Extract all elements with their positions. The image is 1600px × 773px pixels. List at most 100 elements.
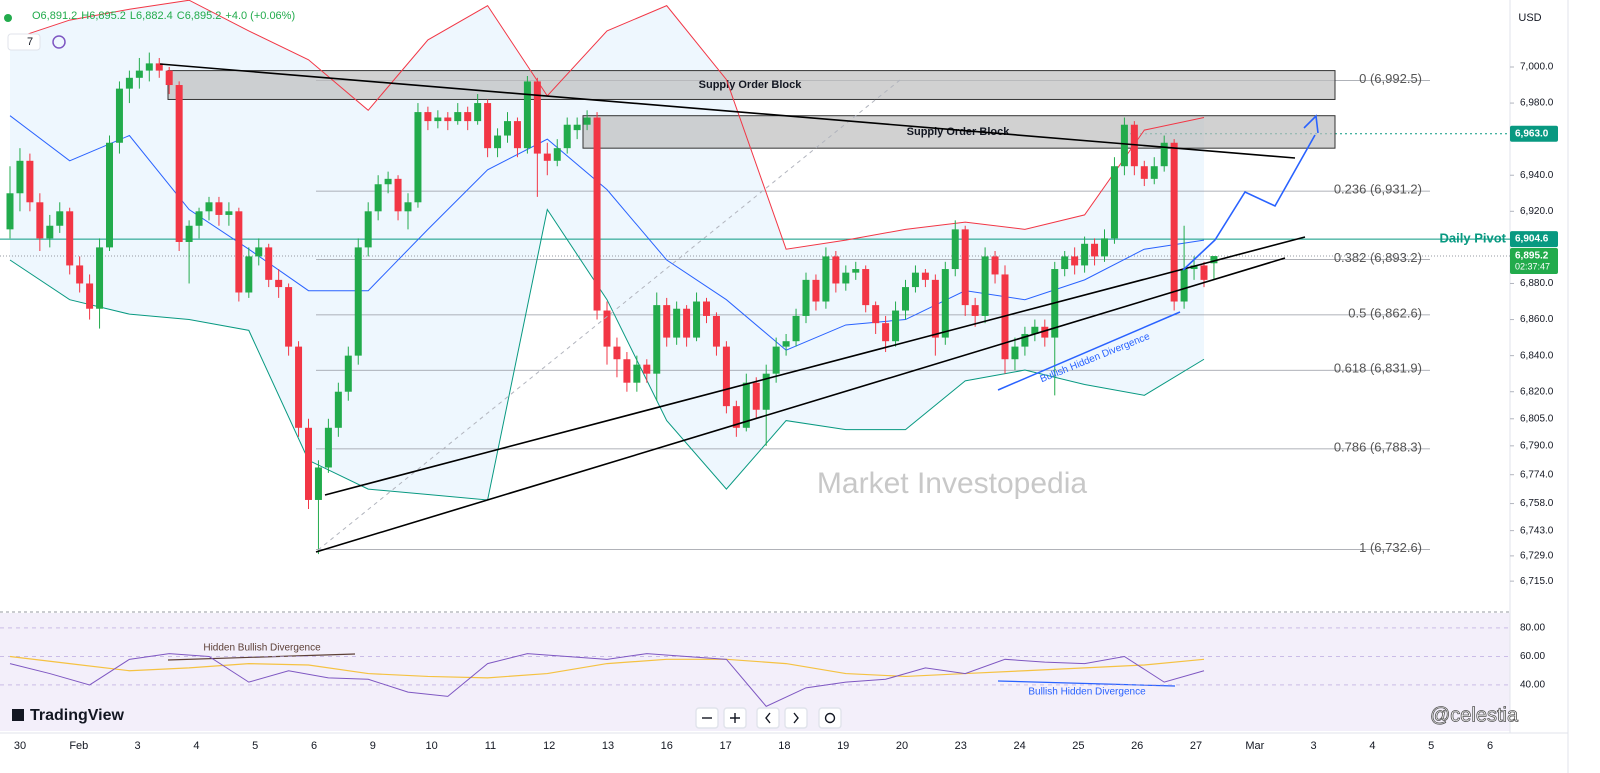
trend-line xyxy=(159,63,1296,159)
candle-body xyxy=(245,256,253,293)
candle-body xyxy=(633,364,641,383)
candle-body xyxy=(902,287,909,311)
scroll-right[interactable] xyxy=(784,707,808,729)
candle-body xyxy=(991,256,999,275)
divergence-line xyxy=(997,311,1181,391)
candle-body xyxy=(26,160,34,203)
rsi-tick-label: 60.00 xyxy=(1520,651,1545,662)
fib-label: 0.236 (6,931.2) xyxy=(1334,182,1422,197)
price-tag-label: 6,895.2 xyxy=(1515,251,1549,262)
supply-label: Supply Order Block xyxy=(699,79,803,91)
ohlc: L6,882.4 xyxy=(129,10,173,22)
projection-path xyxy=(1182,134,1316,271)
x-tick-label: 4 xyxy=(193,740,199,752)
price-tag-label: 6,963.0 xyxy=(1515,128,1549,139)
band-fill xyxy=(10,0,1204,500)
x-tick-label: 23 xyxy=(955,740,967,752)
candle-body xyxy=(1180,269,1188,302)
candle-body xyxy=(364,211,372,248)
x-tick-label: 19 xyxy=(837,740,849,752)
y-tick-label: 6,805.0 xyxy=(1520,413,1554,424)
fib-label: 0 (6,992.5) xyxy=(1359,71,1422,86)
candle-body xyxy=(643,364,651,374)
candle-body xyxy=(1011,346,1019,360)
candle-body xyxy=(314,467,322,500)
watermark: Market Investopedia xyxy=(817,467,1087,500)
currency[interactable]: USD xyxy=(1518,12,1541,24)
y-tick-label: 6,729.0 xyxy=(1520,551,1554,562)
candle-body xyxy=(464,112,472,122)
overlay-line xyxy=(9,0,1205,250)
x-tick-label: 26 xyxy=(1131,740,1143,752)
candle-body xyxy=(1081,243,1089,266)
candle-body xyxy=(494,135,502,149)
candle-body xyxy=(235,211,243,293)
candle-body xyxy=(66,211,74,266)
indicator-icon[interactable] xyxy=(52,35,66,49)
candle-body xyxy=(414,112,422,203)
y-tick-label: 6,774.0 xyxy=(1520,469,1554,480)
x-tick-label: 11 xyxy=(485,740,496,752)
candle-body xyxy=(86,283,94,309)
status-dot xyxy=(4,14,12,22)
candle-body xyxy=(56,211,64,226)
supply-block xyxy=(167,70,1336,100)
projection-arrow xyxy=(1303,114,1319,134)
candle-body xyxy=(106,142,113,248)
candle-body xyxy=(185,225,193,242)
y-tick-label: 6,820.0 xyxy=(1520,386,1554,397)
candle-body xyxy=(504,121,511,136)
candle-body xyxy=(225,211,233,215)
candle-body xyxy=(46,225,54,239)
x-tick-label: 24 xyxy=(1013,740,1025,752)
y-tick-label: 6,743.0 xyxy=(1520,525,1554,536)
candle-body xyxy=(165,70,173,86)
candle-body xyxy=(484,103,492,149)
y-tick-label: 6,940.0 xyxy=(1520,170,1554,181)
candle-body xyxy=(553,148,561,161)
candle-body xyxy=(752,382,760,410)
candle-body xyxy=(712,315,720,347)
candle-body xyxy=(892,310,900,342)
candle-body xyxy=(613,346,621,360)
candle-body xyxy=(1190,265,1198,270)
candle-body xyxy=(145,63,153,71)
trend-line xyxy=(315,257,1286,553)
candle-body xyxy=(951,229,959,270)
candle-body xyxy=(782,341,790,347)
candle-body xyxy=(1061,256,1069,270)
supply-block xyxy=(582,115,1336,149)
candle-body xyxy=(115,88,123,143)
candle-body xyxy=(1210,256,1218,264)
y-tick-label: 6,920.0 xyxy=(1520,206,1554,217)
price-tag xyxy=(1510,248,1558,275)
scroll-left[interactable] xyxy=(756,707,780,729)
candle-body xyxy=(513,121,521,149)
rsi-annotation: Hidden Bullish Divergence xyxy=(203,643,321,654)
candle-body xyxy=(16,160,24,194)
candle-body xyxy=(772,346,780,374)
candle-body xyxy=(404,202,412,212)
icon xyxy=(730,713,740,723)
currency-button[interactable] xyxy=(1515,8,1545,28)
rsi-divergence-line xyxy=(167,653,356,661)
candle-body xyxy=(583,117,591,125)
x-tick-label: 6 xyxy=(1487,740,1493,752)
candle-body xyxy=(275,279,283,288)
fib-label: 1 (6,732.6) xyxy=(1359,540,1422,555)
indicator-toggle[interactable] xyxy=(7,33,41,51)
x-tick-label: Mar xyxy=(1245,740,1264,752)
candle-body xyxy=(981,256,989,316)
reset[interactable] xyxy=(818,707,842,729)
rsi-pane xyxy=(0,613,1510,731)
y-tick-label: 6,880.0 xyxy=(1520,278,1554,289)
candle-body xyxy=(255,247,263,257)
candle-body xyxy=(334,391,342,428)
x-tick-label: 13 xyxy=(602,740,614,752)
candle-body xyxy=(971,305,979,316)
candle-body xyxy=(285,287,293,347)
credit: @celestia xyxy=(1430,704,1519,726)
candle-body xyxy=(862,269,870,306)
candle-body xyxy=(295,346,303,428)
